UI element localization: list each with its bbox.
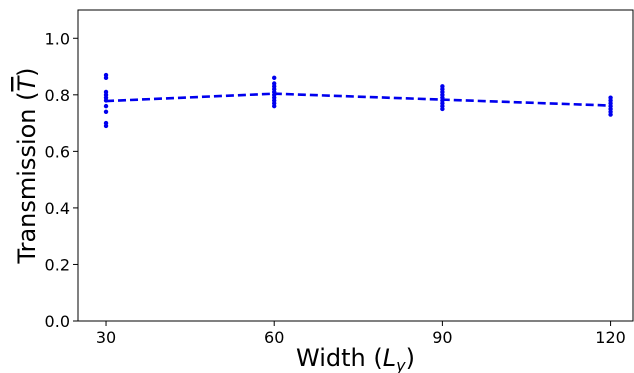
data-point [103, 109, 109, 114]
data-points [103, 72, 613, 129]
x-tick-label: 90 [432, 328, 452, 347]
x-axis-ticks: 30 60 90 120 [96, 321, 626, 347]
data-point [272, 75, 277, 81]
y-tick-label: 0.8 [45, 86, 70, 105]
y-axis-label-var: T [13, 75, 41, 92]
y-tick-label: 0.0 [45, 312, 70, 331]
y-axis-ticks: 0.0 0.2 0.4 0.6 0.8 1.0 [45, 29, 78, 331]
y-tick-label: 0.4 [45, 199, 70, 218]
y-tick-label: 1.0 [45, 29, 70, 48]
y-axis-label-close: ) [13, 67, 41, 76]
x-axis-label-var: L [383, 344, 396, 372]
y-axis-label: Transmission (T) [13, 67, 41, 264]
x-axis-label-subscript: y [395, 356, 406, 373]
plot-frame [77, 9, 634, 322]
y-axis-label-text: Transmission ( [13, 92, 41, 265]
x-axis-label: Width (Ly) [296, 344, 415, 373]
data-point [608, 95, 613, 100]
data-point [103, 120, 109, 126]
y-tick-label: 0.6 [45, 142, 70, 161]
data-point [103, 72, 109, 78]
x-axis-label-close: ) [406, 344, 415, 372]
data-point [103, 89, 109, 95]
y-tick-label: 0.2 [45, 255, 70, 274]
x-tick-label: 120 [595, 328, 626, 347]
x-axis-label-text: Width ( [296, 344, 383, 372]
data-point [272, 81, 277, 86]
data-point [103, 103, 109, 109]
mean-transmission-line [105, 92, 611, 107]
x-tick-label: 30 [96, 328, 116, 347]
x-tick-label: 60 [264, 328, 284, 347]
data-point [440, 84, 445, 89]
